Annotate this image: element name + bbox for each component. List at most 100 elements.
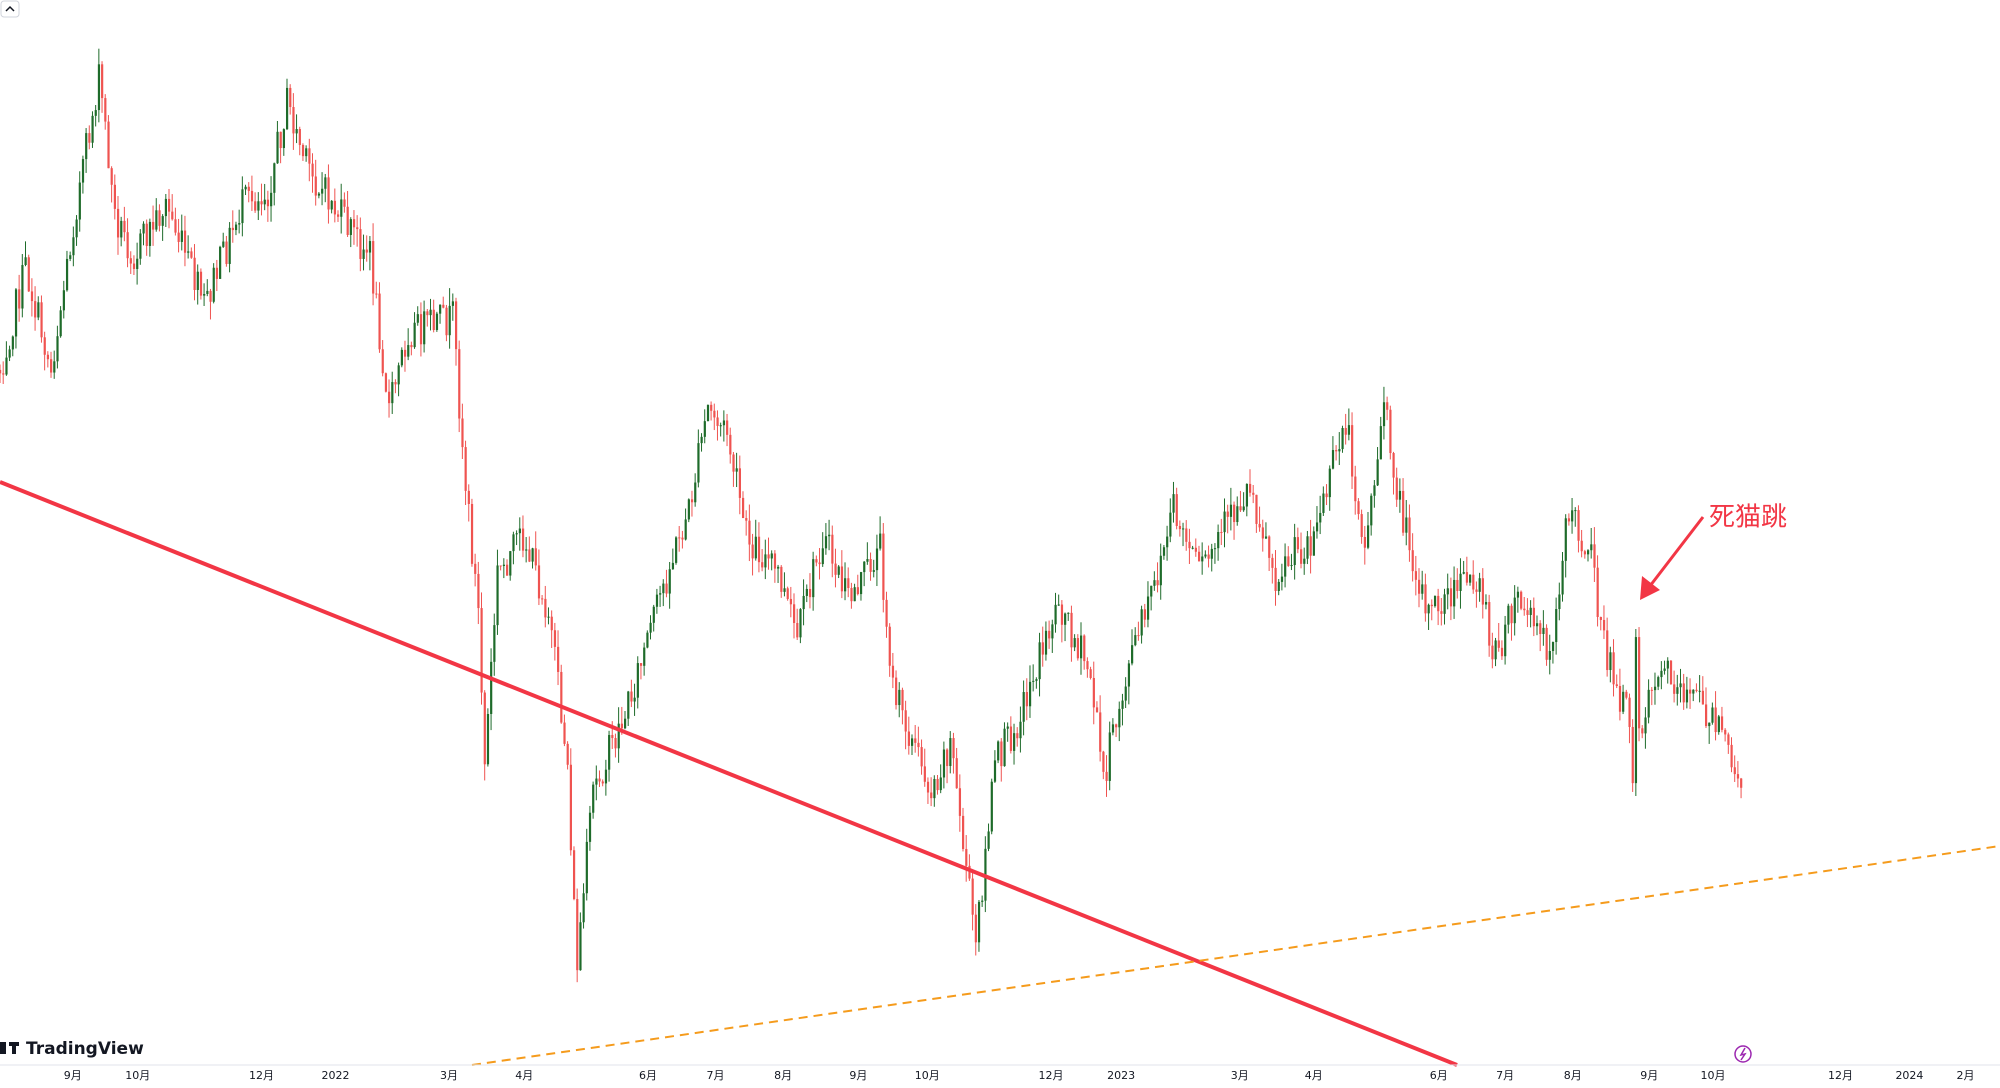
- candle-body: [1213, 548, 1217, 550]
- candle-body: [1242, 506, 1245, 511]
- candle-body: [850, 588, 853, 602]
- candle-body: [1051, 624, 1054, 639]
- candle-body: [257, 201, 260, 211]
- candle-body: [24, 257, 27, 266]
- candle-body: [419, 314, 423, 345]
- candle-body: [993, 760, 997, 782]
- candle-body: [981, 900, 984, 902]
- chevron: [5, 5, 15, 12]
- candle-body: [525, 549, 528, 551]
- candle-body: [8, 349, 11, 358]
- candle-body: [1459, 573, 1462, 591]
- candle-body: [1143, 609, 1146, 620]
- candle-body: [1647, 689, 1650, 718]
- candle-body: [1389, 409, 1392, 454]
- candle-body: [1009, 726, 1013, 751]
- candle-body: [557, 646, 560, 672]
- candle-body: [400, 349, 403, 366]
- candle-body: [879, 533, 882, 549]
- alert-icon[interactable]: [1734, 1045, 1752, 1063]
- top-button[interactable]: [0, 0, 20, 18]
- candle-body: [442, 304, 445, 308]
- candle-body: [1300, 549, 1303, 564]
- candle-body: [429, 309, 432, 316]
- collapse-button[interactable]: [0, 0, 20, 18]
- candle-body: [1567, 518, 1571, 522]
- candle-body: [1386, 402, 1389, 410]
- candle-body: [142, 223, 145, 234]
- candle-body: [563, 722, 566, 744]
- candle-body: [923, 766, 926, 782]
- candle-body: [528, 549, 531, 562]
- candle-body: [1497, 640, 1500, 648]
- candle-body: [435, 313, 439, 331]
- candle-body: [301, 144, 305, 157]
- candle-body: [515, 533, 518, 535]
- candle-body: [1714, 707, 1717, 733]
- candle-body: [1223, 511, 1226, 533]
- candle-body: [1086, 661, 1089, 670]
- candle-body: [454, 301, 458, 350]
- candle-body: [116, 208, 120, 238]
- candle-body: [1494, 640, 1497, 660]
- candle-body: [671, 562, 675, 570]
- candle-body: [866, 558, 869, 562]
- candle-body: [585, 841, 588, 894]
- candle-body: [1019, 721, 1022, 739]
- candle-body: [1351, 425, 1354, 477]
- candle-body: [145, 223, 148, 246]
- x-tick-label: 2022: [321, 1069, 349, 1082]
- candle-body: [726, 420, 729, 435]
- candle-body: [1156, 580, 1159, 586]
- candle-body: [719, 425, 722, 427]
- candle-body: [1666, 660, 1669, 669]
- candle-body: [598, 778, 601, 782]
- candle-body: [1708, 722, 1711, 727]
- candle-body: [289, 87, 292, 108]
- candle-body: [1602, 619, 1606, 631]
- candle-body: [0, 369, 2, 374]
- candle-body: [793, 604, 796, 623]
- candle-body: [1102, 751, 1105, 772]
- candle-body: [1704, 704, 1708, 727]
- candle-body: [1392, 453, 1395, 478]
- candle-body: [327, 177, 330, 210]
- candle-body: [789, 598, 793, 605]
- candle-body: [1571, 510, 1574, 522]
- candle-body: [799, 609, 802, 638]
- candle-body: [802, 595, 805, 610]
- candle-body: [684, 519, 687, 540]
- candle-body: [1137, 635, 1140, 637]
- candle-body: [1067, 612, 1070, 614]
- candle-body: [1166, 536, 1169, 548]
- candle-body: [40, 302, 43, 338]
- candle-body: [1724, 729, 1727, 735]
- candle-body: [1424, 584, 1427, 614]
- candle-body: [337, 214, 340, 217]
- candle-body: [764, 554, 767, 568]
- candle-body: [56, 336, 59, 362]
- candle-body: [413, 322, 416, 348]
- candle-body: [1344, 428, 1347, 435]
- candle-body: [990, 781, 993, 832]
- candle-body: [1740, 778, 1743, 788]
- candle-body: [352, 219, 356, 228]
- candle-body: [856, 587, 859, 595]
- candle-body: [1338, 449, 1341, 452]
- candle-body: [1587, 550, 1590, 555]
- candle-body: [1354, 476, 1357, 502]
- candle-body: [11, 336, 14, 350]
- candle-body: [1159, 555, 1162, 586]
- candle-body: [1111, 724, 1115, 733]
- candle-body: [1182, 528, 1185, 530]
- candle-body: [1628, 697, 1631, 727]
- candle-body: [1309, 536, 1312, 556]
- candle-body: [2, 373, 5, 375]
- candle-body: [426, 311, 429, 316]
- candle-body: [123, 220, 126, 233]
- candle-body: [1484, 602, 1488, 605]
- candle-body: [1516, 591, 1520, 598]
- candle-body: [333, 200, 337, 215]
- candle-body: [470, 503, 474, 564]
- candle-body: [1153, 580, 1156, 586]
